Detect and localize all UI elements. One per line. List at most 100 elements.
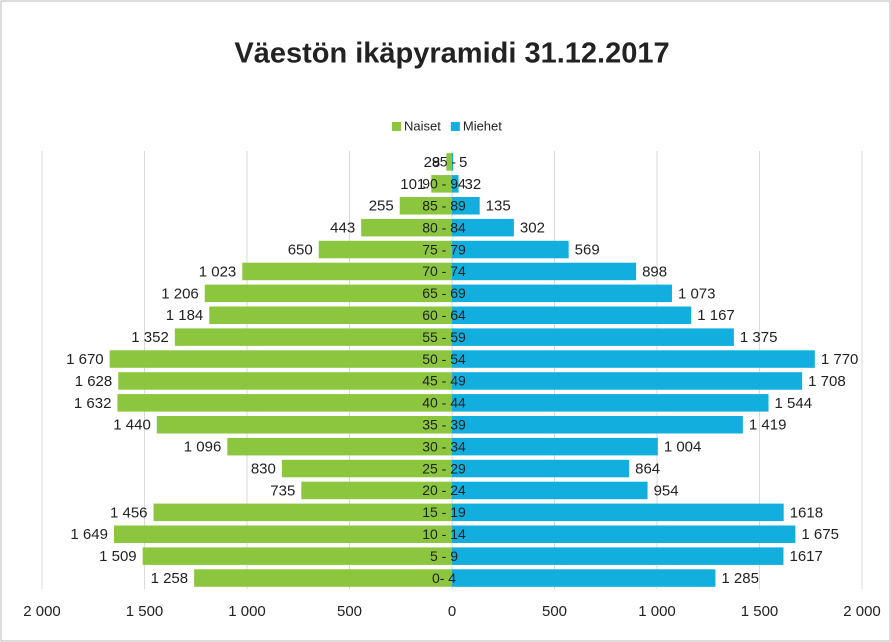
legend-swatch bbox=[392, 122, 401, 131]
data-label: 1 206 bbox=[161, 285, 199, 302]
data-label: 1 096 bbox=[184, 439, 222, 456]
category-label: 50 - 54 bbox=[422, 351, 466, 367]
data-label: 1 258 bbox=[151, 570, 189, 587]
data-label: 1618 bbox=[790, 504, 823, 521]
legend-label: Naiset bbox=[404, 118, 441, 133]
bar bbox=[452, 175, 459, 193]
bar bbox=[452, 350, 815, 368]
data-label: 302 bbox=[520, 220, 545, 237]
data-label: 1 649 bbox=[70, 526, 108, 543]
data-label: 1 023 bbox=[199, 263, 237, 280]
data-label: 864 bbox=[635, 461, 660, 478]
category-label: 20 - 24 bbox=[422, 482, 466, 498]
category-label: 90 - 94 bbox=[422, 176, 466, 192]
bar bbox=[452, 196, 480, 215]
data-label: 1 184 bbox=[166, 307, 204, 324]
data-label: 1 708 bbox=[808, 373, 846, 390]
bar bbox=[118, 372, 452, 390]
bar bbox=[209, 306, 452, 325]
x-tick-label: 500 bbox=[542, 603, 567, 620]
bar bbox=[452, 262, 637, 281]
data-label: 1 628 bbox=[75, 373, 113, 390]
category-label: 80 - 84 bbox=[422, 219, 466, 235]
data-label: 830 bbox=[251, 461, 276, 478]
x-tick-label: 2 000 bbox=[23, 603, 61, 620]
bar bbox=[452, 394, 769, 412]
data-label: 1 632 bbox=[74, 395, 112, 412]
data-label: 101 bbox=[400, 176, 425, 193]
bar bbox=[452, 306, 692, 325]
bar bbox=[227, 437, 452, 456]
category-label: 55 - 59 bbox=[422, 329, 466, 345]
category-label: 65 - 69 bbox=[422, 285, 466, 301]
data-label: 1 004 bbox=[664, 439, 702, 456]
bar bbox=[113, 525, 452, 544]
category-label: 10 - 14 bbox=[422, 526, 466, 542]
data-label: 1 285 bbox=[721, 570, 759, 587]
data-label: 569 bbox=[575, 242, 600, 259]
data-label: 443 bbox=[330, 220, 355, 237]
data-label: 32 bbox=[465, 176, 482, 193]
x-tick-label: 2 000 bbox=[843, 603, 881, 620]
x-tick-label: 1 000 bbox=[228, 603, 266, 620]
bar bbox=[452, 481, 648, 500]
category-label: 15 - 19 bbox=[422, 504, 466, 520]
bar bbox=[452, 547, 784, 565]
bar bbox=[399, 196, 452, 215]
bar bbox=[446, 153, 452, 171]
bar bbox=[194, 569, 453, 587]
data-label: 898 bbox=[642, 263, 667, 280]
category-label: 0- 4 bbox=[432, 570, 456, 586]
bar bbox=[117, 394, 452, 412]
data-label: 735 bbox=[270, 482, 295, 499]
data-label: 1 675 bbox=[801, 526, 839, 543]
data-label: 650 bbox=[288, 242, 313, 259]
chart-title: Väestön ikäpyramidi 31.12.2017 bbox=[234, 38, 669, 70]
bar bbox=[452, 459, 630, 478]
category-label: 85 - 89 bbox=[422, 197, 466, 213]
x-tick-label: 0 bbox=[448, 603, 456, 620]
data-label: 5 bbox=[459, 154, 467, 171]
data-label: 1 544 bbox=[775, 395, 813, 412]
bar bbox=[452, 415, 743, 434]
data-label: 1 073 bbox=[678, 285, 716, 302]
bar bbox=[109, 350, 453, 368]
bar bbox=[452, 328, 734, 346]
data-label: 954 bbox=[654, 482, 679, 499]
bar bbox=[156, 415, 453, 434]
bar bbox=[281, 459, 452, 478]
category-label: 75 - 79 bbox=[422, 241, 466, 257]
data-label: 135 bbox=[486, 198, 511, 215]
bar bbox=[153, 503, 452, 522]
data-label: 1 419 bbox=[749, 417, 787, 434]
bar bbox=[174, 328, 452, 346]
bar bbox=[431, 175, 452, 193]
category-label: 95 - bbox=[432, 154, 456, 170]
bar bbox=[452, 240, 569, 259]
data-label: 1 670 bbox=[66, 351, 104, 368]
bar bbox=[452, 372, 803, 390]
data-label: 1 770 bbox=[821, 351, 859, 368]
data-label: 1 440 bbox=[113, 417, 151, 434]
category-label: 70 - 74 bbox=[422, 263, 466, 279]
data-label: 28 bbox=[424, 154, 441, 171]
data-label: 255 bbox=[369, 198, 394, 215]
data-label: 1 509 bbox=[99, 548, 137, 565]
bar bbox=[361, 218, 452, 237]
category-label: 40 - 44 bbox=[422, 395, 466, 411]
bar bbox=[142, 547, 452, 565]
bar bbox=[452, 525, 796, 544]
data-label: 1 167 bbox=[697, 307, 735, 324]
bar bbox=[452, 437, 658, 456]
legend-label: Miehet bbox=[463, 118, 502, 133]
bar bbox=[452, 503, 784, 522]
bar bbox=[301, 481, 452, 500]
bar bbox=[452, 218, 514, 237]
category-label: 60 - 64 bbox=[422, 307, 466, 323]
data-label: 1 456 bbox=[110, 504, 148, 521]
x-tick-label: 500 bbox=[337, 603, 362, 620]
x-tick-label: 1 000 bbox=[638, 603, 676, 620]
category-label: 25 - 29 bbox=[422, 460, 466, 476]
data-label: 1 375 bbox=[740, 329, 778, 346]
